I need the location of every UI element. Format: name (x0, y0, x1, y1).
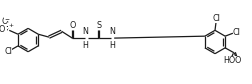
Text: HO: HO (223, 56, 235, 65)
Text: N: N (109, 27, 115, 36)
Text: Cl: Cl (233, 28, 241, 37)
Text: N: N (82, 27, 88, 36)
Text: +: + (8, 23, 13, 28)
Text: O: O (0, 25, 5, 34)
Text: O: O (1, 17, 8, 26)
Text: −: − (4, 16, 9, 21)
Text: Cl: Cl (4, 47, 12, 56)
Text: O: O (235, 56, 241, 65)
Text: H: H (109, 41, 115, 50)
Text: S: S (96, 21, 101, 30)
Text: N: N (3, 20, 8, 29)
Text: O: O (69, 21, 76, 30)
Text: H: H (82, 41, 88, 50)
Text: Cl: Cl (212, 14, 220, 23)
